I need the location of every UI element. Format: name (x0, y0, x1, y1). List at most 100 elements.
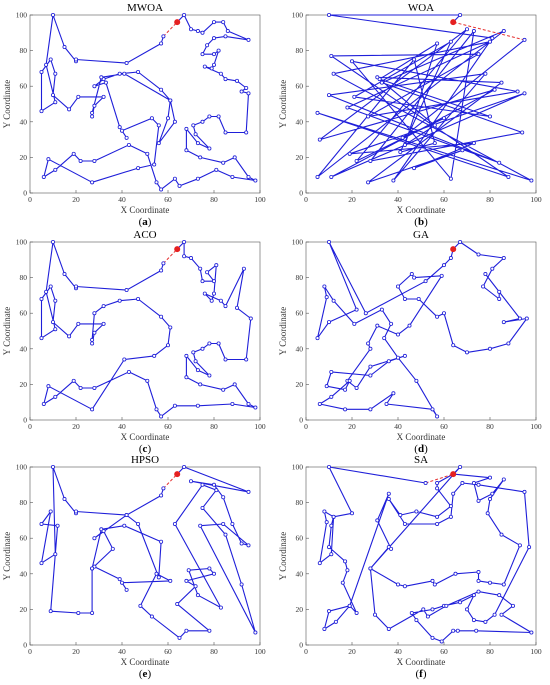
y-tick-label: 20 (20, 605, 28, 614)
city-point (492, 612, 497, 617)
city-point (483, 272, 488, 277)
city-point (483, 71, 488, 76)
city-point (375, 323, 380, 328)
city-point (90, 407, 95, 412)
city-point (501, 256, 506, 261)
city-point (522, 91, 527, 96)
city-point (414, 509, 419, 514)
x-tick-label: 60 (164, 422, 172, 431)
y-tick-label: 60 (20, 82, 28, 91)
city-point (172, 176, 177, 181)
x-tick-label: 0 (28, 195, 32, 204)
y-tick-label: 80 (20, 46, 28, 55)
city-point (209, 298, 214, 303)
x-tick-label: 80 (486, 647, 494, 656)
panel-caption: (d) (414, 443, 428, 455)
city-point (368, 566, 373, 571)
city-point (501, 477, 506, 482)
city-point (487, 346, 492, 351)
city-point (372, 612, 377, 617)
city-point (432, 123, 437, 128)
city-point (343, 387, 348, 392)
city-point (506, 341, 511, 346)
city-point (368, 373, 373, 378)
city-point (347, 603, 352, 608)
city-point (221, 20, 226, 25)
x-tick-label: 100 (530, 195, 542, 204)
city-point (193, 359, 198, 364)
city-point (207, 566, 212, 571)
city-point (223, 34, 228, 39)
x-tick-label: 80 (486, 422, 494, 431)
city-point (216, 114, 221, 119)
city-point (517, 543, 522, 548)
x-tick-label: 60 (440, 647, 448, 656)
city-point (368, 407, 373, 412)
x-tick-label: 40 (394, 422, 402, 431)
city-point (191, 350, 196, 355)
city-point (184, 375, 189, 380)
y-tick-label: 0 (23, 641, 27, 650)
city-point (145, 151, 150, 156)
city-point (53, 394, 58, 399)
city-point (211, 571, 216, 576)
city-point (400, 135, 405, 140)
city-point (520, 130, 525, 135)
city-point (386, 359, 391, 364)
city-point (120, 128, 125, 133)
city-point (92, 385, 97, 390)
depot-point (174, 19, 181, 26)
x-tick-label: 80 (486, 195, 494, 204)
city-point (195, 141, 200, 146)
city-point (221, 495, 226, 500)
city-point (322, 284, 327, 289)
city-point (230, 521, 235, 526)
city-point (218, 605, 223, 610)
city-point (103, 80, 108, 85)
city-point (53, 100, 58, 105)
panel-caption: (a) (139, 216, 152, 228)
city-point (246, 401, 251, 406)
city-point (487, 39, 492, 44)
city-point (225, 29, 230, 34)
city-point (343, 559, 348, 564)
city-point (329, 523, 334, 528)
city-point (184, 353, 189, 358)
city-point (120, 580, 125, 585)
city-point (232, 382, 237, 387)
city-point (51, 320, 56, 325)
y-axis-label: Y Coordinate (2, 532, 12, 580)
panel-caption: (e) (139, 668, 152, 680)
city-point (124, 288, 129, 293)
city-point (207, 373, 212, 378)
city-point (90, 114, 95, 119)
city-point (329, 394, 334, 399)
city-point (324, 384, 329, 389)
city-point (159, 187, 164, 192)
x-tick-label: 0 (28, 422, 32, 431)
city-point (207, 341, 212, 346)
city-point (90, 337, 95, 342)
city-point (451, 491, 456, 496)
closing-edge (163, 248, 178, 264)
city-point (186, 568, 191, 573)
city-point (402, 521, 407, 526)
city-point (244, 130, 249, 135)
city-point (92, 536, 97, 541)
city-point (193, 584, 198, 589)
city-point (78, 158, 83, 163)
city-point (368, 346, 373, 351)
city-point (214, 263, 219, 268)
city-point (517, 316, 522, 321)
city-point (195, 368, 200, 373)
city-point (216, 48, 221, 53)
city-point (211, 482, 216, 487)
city-point (510, 603, 515, 608)
y-tick-label: 100 (16, 11, 28, 20)
city-point (499, 532, 504, 537)
y-tick-label: 40 (296, 117, 304, 126)
city-point (136, 296, 141, 301)
panel-woa: 0 20 40 60 80 100 0 20 40 60 80 100 WOA X Coordinate Y… (278, 2, 542, 228)
city-point (124, 135, 129, 140)
city-point (239, 582, 244, 587)
